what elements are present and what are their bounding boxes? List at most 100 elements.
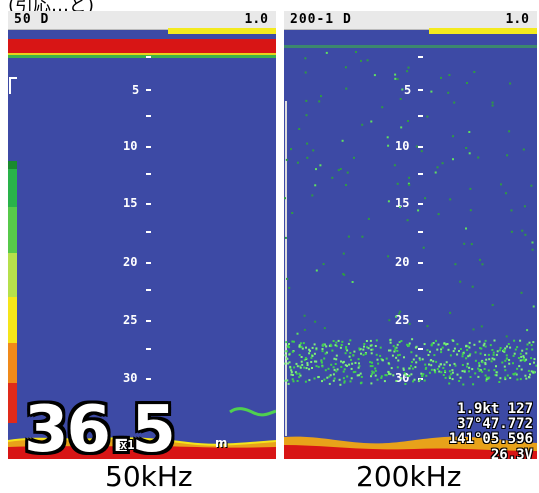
echo-speck	[495, 371, 498, 374]
echo-speck	[336, 368, 339, 371]
echo-speck	[335, 370, 338, 373]
echo-speck	[313, 352, 316, 355]
echo-speck	[332, 340, 335, 342]
echo-speck	[520, 355, 523, 358]
echo-speck	[436, 348, 439, 351]
echo-speck	[435, 339, 437, 342]
echo-speck	[288, 346, 291, 349]
echo-speck	[321, 348, 324, 350]
echo-speck	[284, 236, 287, 239]
echo-speck	[299, 342, 302, 345]
echo-speck	[419, 358, 421, 361]
echo-speck	[437, 343, 440, 346]
echo-speck	[468, 354, 471, 357]
echo-speck	[503, 350, 506, 353]
echo-speck	[428, 371, 431, 374]
echo-speck	[505, 335, 508, 338]
echo-speck	[430, 359, 433, 361]
echo-speck	[333, 377, 336, 380]
echo-speck	[428, 363, 430, 366]
echo-speck	[456, 343, 459, 346]
minor-tick	[418, 289, 423, 291]
echo-speck	[495, 365, 497, 368]
echo-speck	[433, 370, 436, 373]
echo-speck	[342, 252, 345, 255]
echo-speck	[456, 373, 459, 376]
echo-speck	[530, 370, 533, 373]
echo-speck	[298, 345, 301, 348]
echo-speck	[317, 376, 320, 379]
echo-speck	[347, 342, 350, 345]
echo-speck	[367, 217, 370, 220]
echo-speck	[466, 365, 468, 368]
echo-speck	[397, 359, 400, 362]
echo-speck	[498, 381, 501, 383]
echo-speck	[496, 350, 499, 353]
echo-speck	[451, 369, 454, 372]
echo-speck	[400, 126, 403, 129]
major-tick	[146, 378, 151, 380]
sonar-pane-50khz[interactable]: 50 D 1.0 5 10 15 20 25 30 36.5 m x1	[8, 11, 276, 459]
echo-speck	[532, 305, 535, 308]
echo-speck	[333, 357, 336, 360]
echo-speck	[483, 368, 486, 370]
echo-speck	[340, 344, 343, 346]
echo-speck	[342, 360, 345, 363]
echo-speck	[348, 355, 351, 358]
echo-speck	[477, 156, 480, 159]
echo-speck	[510, 209, 513, 212]
echo-speck	[370, 373, 373, 376]
echo-speck	[440, 371, 443, 374]
echo-speck	[323, 357, 326, 360]
echo-speck	[386, 136, 389, 139]
echo-speck	[335, 354, 338, 357]
echo-speck	[352, 354, 355, 357]
echo-speck	[412, 358, 415, 361]
echo-speck	[374, 345, 377, 347]
echo-speck	[395, 356, 398, 359]
echo-speck	[325, 351, 328, 354]
sonar-pane-200khz[interactable]: 200-1 D 1.0 5 10 15 20 25 30 1.9kt 127 3…	[284, 11, 537, 459]
echo-speck	[284, 197, 286, 200]
echo-speck	[463, 242, 466, 245]
major-tick	[146, 320, 151, 322]
echo-speck	[514, 348, 517, 351]
echo-speck	[371, 361, 373, 364]
echo-speck	[300, 356, 303, 358]
echo-speck	[339, 383, 342, 386]
echo-speck	[528, 341, 531, 344]
echo-speck	[343, 273, 346, 276]
echo-speck	[512, 362, 514, 365]
echo-speck	[306, 156, 309, 159]
echo-speck	[461, 355, 464, 358]
echo-speck	[525, 358, 528, 361]
echo-speck	[369, 361, 372, 364]
echo-speck	[495, 353, 498, 356]
echo-speck	[298, 344, 301, 347]
echo-speck	[503, 349, 506, 352]
echo-speck	[410, 351, 413, 354]
echo-speck	[447, 91, 450, 94]
echo-speck	[491, 349, 494, 351]
echo-speck	[285, 357, 288, 360]
echo-speck	[385, 357, 388, 360]
echo-speck	[513, 339, 516, 342]
echo-speck	[444, 376, 447, 379]
echo-speck	[315, 360, 318, 363]
echo-speck	[294, 371, 297, 374]
echo-speck	[310, 361, 313, 363]
echo-speck	[308, 348, 311, 351]
echo-speck	[505, 192, 507, 195]
echo-speck	[472, 383, 475, 386]
echo-speck	[290, 369, 293, 372]
echo-speck	[441, 162, 444, 165]
echo-speck	[454, 263, 457, 266]
echo-speck	[440, 363, 442, 366]
echo-speck	[381, 359, 384, 362]
major-tick	[146, 89, 151, 91]
echo-speck	[453, 362, 456, 365]
echo-speck	[357, 358, 360, 361]
echo-speck	[286, 362, 289, 365]
echo-speck	[331, 349, 334, 352]
echo-speck	[471, 285, 474, 288]
